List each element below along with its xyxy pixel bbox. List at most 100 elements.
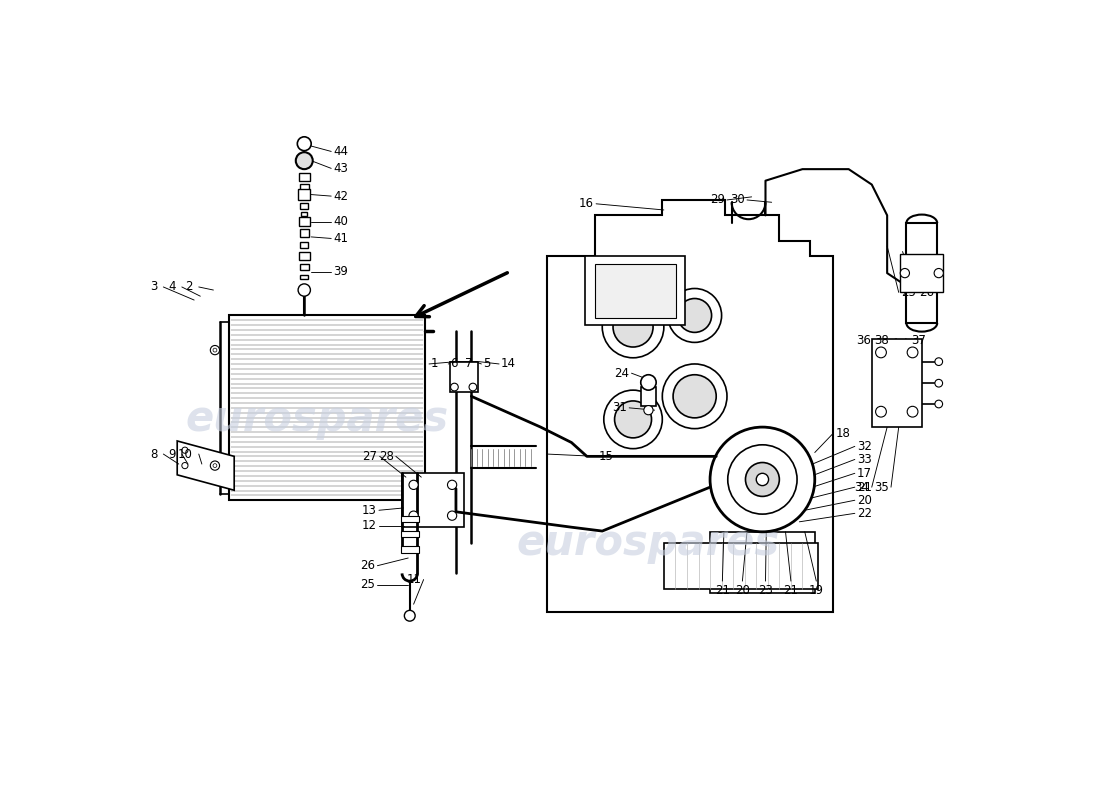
Bar xyxy=(299,264,309,270)
Text: 19: 19 xyxy=(808,584,824,597)
Text: 37: 37 xyxy=(911,334,926,347)
Text: 39: 39 xyxy=(333,265,349,278)
Circle shape xyxy=(448,480,456,490)
Circle shape xyxy=(613,307,653,347)
Bar xyxy=(450,362,477,393)
Text: 11: 11 xyxy=(406,573,421,586)
Bar xyxy=(299,184,309,190)
Circle shape xyxy=(644,406,653,414)
Text: eurospares: eurospares xyxy=(186,398,449,440)
Bar xyxy=(900,254,944,292)
Circle shape xyxy=(876,406,887,417)
Circle shape xyxy=(668,289,722,342)
Text: 41: 41 xyxy=(333,232,349,245)
Text: 8: 8 xyxy=(150,447,157,461)
Text: 7: 7 xyxy=(465,358,473,370)
Circle shape xyxy=(900,269,910,278)
Text: 3: 3 xyxy=(150,281,157,294)
Polygon shape xyxy=(177,441,234,490)
Circle shape xyxy=(409,480,418,490)
Circle shape xyxy=(296,152,312,169)
Text: 33: 33 xyxy=(857,453,872,466)
Text: 29: 29 xyxy=(710,194,725,206)
Text: 16: 16 xyxy=(579,198,594,210)
Circle shape xyxy=(213,348,217,352)
Text: 23: 23 xyxy=(758,584,773,597)
Circle shape xyxy=(469,383,476,391)
Text: 42: 42 xyxy=(333,190,349,202)
Text: 14: 14 xyxy=(500,358,516,370)
Text: 35: 35 xyxy=(873,481,889,494)
Circle shape xyxy=(210,346,220,354)
Text: 20: 20 xyxy=(857,494,872,506)
Bar xyxy=(403,474,464,527)
Bar xyxy=(871,338,922,427)
Bar xyxy=(299,173,310,181)
Text: 34: 34 xyxy=(855,481,869,494)
Circle shape xyxy=(728,445,798,514)
Text: 28: 28 xyxy=(378,450,394,463)
Circle shape xyxy=(876,347,887,358)
Circle shape xyxy=(757,474,769,486)
Circle shape xyxy=(678,298,712,332)
Text: 26: 26 xyxy=(918,286,934,299)
Text: 27: 27 xyxy=(362,450,377,463)
Bar xyxy=(301,211,307,216)
Text: 21: 21 xyxy=(783,584,799,597)
Text: 12: 12 xyxy=(362,519,376,532)
Text: 10: 10 xyxy=(178,447,192,461)
Text: 31: 31 xyxy=(612,402,627,414)
Bar xyxy=(400,546,419,553)
Circle shape xyxy=(935,358,943,366)
Text: 17: 17 xyxy=(857,467,872,480)
Bar xyxy=(299,252,310,260)
Circle shape xyxy=(448,511,456,520)
Text: 36: 36 xyxy=(856,334,871,347)
Text: 26: 26 xyxy=(360,559,375,572)
Bar xyxy=(594,264,676,318)
Circle shape xyxy=(908,406,917,417)
Text: 18: 18 xyxy=(836,426,850,440)
Text: 30: 30 xyxy=(730,194,745,206)
Bar xyxy=(664,542,818,589)
Text: 20: 20 xyxy=(735,584,750,597)
Text: 40: 40 xyxy=(333,215,349,228)
Bar xyxy=(299,217,310,226)
Circle shape xyxy=(604,390,662,449)
Text: 6: 6 xyxy=(450,358,458,370)
Text: 4: 4 xyxy=(168,281,176,294)
Circle shape xyxy=(615,401,651,438)
Circle shape xyxy=(210,461,220,470)
Bar xyxy=(400,531,419,538)
Circle shape xyxy=(673,374,716,418)
Text: 22: 22 xyxy=(857,507,872,520)
Bar xyxy=(300,274,308,279)
Circle shape xyxy=(908,347,917,358)
Circle shape xyxy=(451,383,459,391)
Text: 5: 5 xyxy=(483,358,491,370)
Bar xyxy=(300,242,308,248)
Text: 13: 13 xyxy=(362,504,376,517)
Text: 21: 21 xyxy=(857,481,872,494)
Text: 25: 25 xyxy=(360,578,375,591)
Text: 9: 9 xyxy=(168,447,176,461)
Circle shape xyxy=(405,610,415,621)
Circle shape xyxy=(935,379,943,387)
Text: 32: 32 xyxy=(857,440,872,453)
Text: 2: 2 xyxy=(185,281,192,294)
Text: 25: 25 xyxy=(901,286,916,299)
Circle shape xyxy=(182,447,188,454)
Circle shape xyxy=(603,296,663,358)
Circle shape xyxy=(297,137,311,150)
Bar xyxy=(299,230,309,237)
Text: 21: 21 xyxy=(715,584,730,597)
Bar xyxy=(906,223,937,323)
Circle shape xyxy=(934,269,944,278)
Bar xyxy=(229,315,425,500)
Text: 1: 1 xyxy=(430,358,438,370)
Text: 24: 24 xyxy=(614,366,629,380)
Circle shape xyxy=(182,462,188,469)
Bar xyxy=(711,532,815,594)
Circle shape xyxy=(711,427,815,532)
Bar xyxy=(298,189,310,200)
